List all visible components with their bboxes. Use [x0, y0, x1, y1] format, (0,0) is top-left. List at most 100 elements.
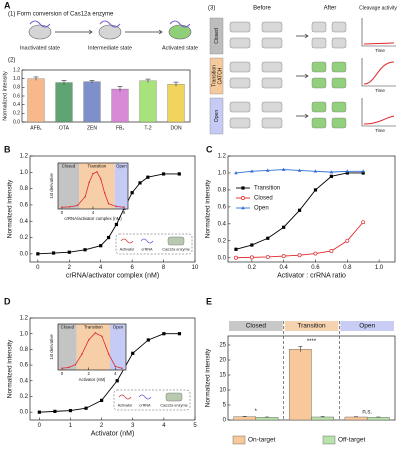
y-axis-label: 1st derivative [49, 173, 54, 199]
enzyme-icon [168, 24, 192, 40]
marker [83, 248, 87, 252]
x-tick-label: 10 [192, 265, 199, 271]
category-label: Transition [297, 323, 326, 330]
category-label: Open [359, 323, 375, 330]
marker [361, 171, 365, 175]
y-tick-label: 0.2 [13, 111, 20, 117]
legend-label: Closed [254, 196, 273, 202]
arrow [296, 113, 309, 119]
bar [27, 78, 45, 123]
y-tick-label: 15 [219, 373, 226, 379]
legend-label: crRNA [139, 404, 151, 408]
y-axis-label: Normalized intensity [204, 348, 211, 407]
panel-label: D [4, 296, 11, 306]
bar [111, 88, 129, 123]
legend-label: Activator [120, 248, 136, 252]
bar [139, 80, 157, 123]
bar [55, 82, 73, 123]
mini-axis [361, 98, 396, 127]
region [110, 324, 126, 370]
legend-label: On-target [248, 437, 276, 444]
marker [282, 225, 286, 229]
marker [123, 206, 125, 208]
row-label: Closed [214, 28, 220, 44]
mini-axis [361, 58, 396, 87]
complex-icon [229, 37, 251, 49]
y-tick-label: 1.0 [20, 331, 29, 337]
state-label: Intermediate state [88, 45, 132, 51]
x-tick-label: 0.6 [311, 265, 320, 271]
complex-icon [261, 37, 283, 49]
x-tick-label: FB₁ [116, 125, 124, 131]
marker [61, 367, 63, 369]
region-label: Transition [88, 164, 107, 169]
marker [121, 367, 123, 369]
marker [88, 181, 90, 184]
legend-label: crRNA [141, 248, 153, 252]
y-tick-label: 0.8 [20, 186, 29, 192]
bar [344, 416, 368, 421]
column-header: Before [253, 6, 271, 12]
y-tick-label: 0.8 [218, 187, 227, 193]
marker [101, 335, 103, 338]
x-tick-label: 2 [87, 371, 90, 376]
y-tick-label: 0.0 [218, 255, 227, 261]
subpanel-title: (1) Form conversion of Cas12a enzyme [8, 12, 114, 18]
region [76, 324, 110, 370]
series-line [39, 333, 180, 413]
x-tick-label: 6 [130, 265, 134, 271]
marker [36, 252, 40, 256]
bar [83, 81, 101, 123]
activator-icon [120, 238, 134, 244]
complex-icon [331, 101, 347, 113]
marker [234, 247, 238, 251]
marker [146, 175, 150, 179]
column-header: After [324, 6, 337, 12]
marker [177, 172, 181, 176]
x-tick-label: 0 [61, 371, 64, 376]
marker [241, 196, 245, 200]
marker [115, 379, 119, 383]
marker [67, 366, 70, 369]
time-label: Time [375, 128, 385, 133]
marker [61, 206, 63, 208]
marker [250, 169, 254, 173]
y-tick-label: 1.0 [218, 171, 227, 177]
significance-label: **** [307, 339, 317, 345]
panel-label: C [206, 144, 213, 154]
region [58, 324, 77, 370]
x-tick-label: AFB₁ [30, 125, 42, 131]
marker [114, 222, 119, 227]
significance-label: n.s. [362, 409, 372, 415]
y-axis-label: Normalized intensity [204, 179, 211, 238]
marker [281, 254, 286, 259]
marker [130, 191, 134, 195]
complex-icon [261, 77, 283, 89]
x-tick-label: 5 [193, 423, 197, 429]
complex-icon [229, 101, 251, 113]
y-tick-label: 0.0 [20, 251, 29, 257]
significance-label: * [255, 409, 258, 415]
marker [161, 172, 166, 176]
marker [234, 255, 238, 260]
marker [266, 168, 270, 172]
x-axis-label: Activator : crRNA ratio [277, 273, 346, 280]
marker [297, 208, 302, 212]
region-label: Open [113, 325, 124, 330]
y-tick-label: 10 [219, 388, 226, 394]
plot-frame [29, 155, 196, 263]
y-axis-label: Normalized intensity [6, 339, 13, 398]
marker [361, 220, 366, 225]
plot-frame [29, 317, 196, 421]
category-header [229, 321, 283, 331]
enzyme-icon [165, 392, 183, 402]
marker [297, 253, 302, 258]
marker [84, 195, 86, 198]
marker [81, 353, 83, 355]
complex-icon [331, 117, 347, 129]
marker [329, 174, 333, 178]
x-tick-label: 1.0 [375, 265, 384, 271]
row-label: Open [214, 110, 220, 122]
panel-label: B [4, 144, 11, 154]
